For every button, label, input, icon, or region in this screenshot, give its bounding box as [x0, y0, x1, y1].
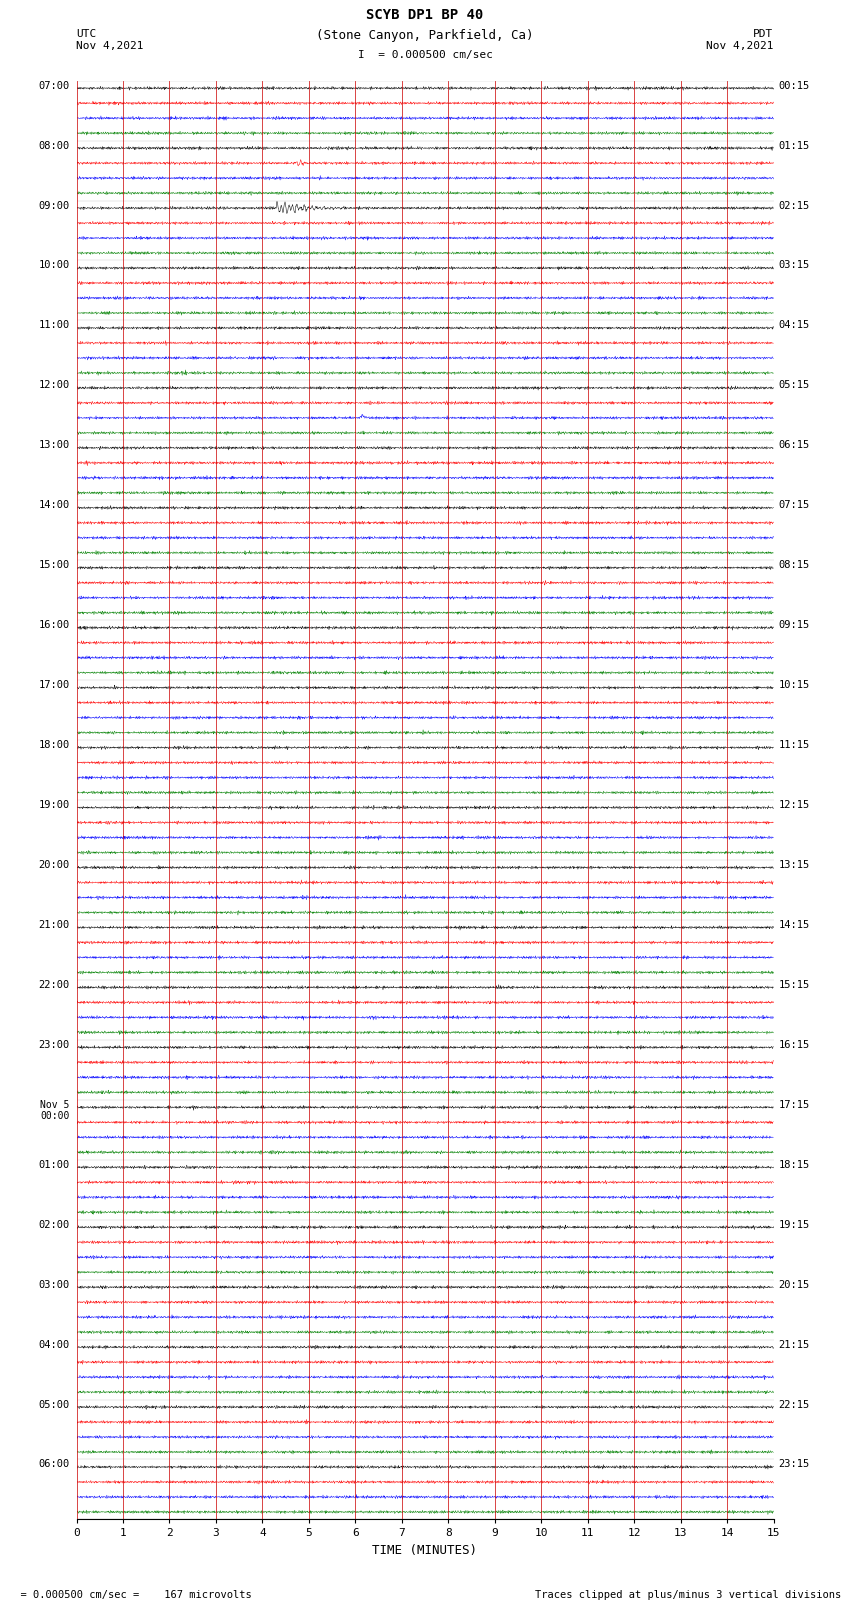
Text: = 0.000500 cm/sec =    167 microvolts: = 0.000500 cm/sec = 167 microvolts [8, 1590, 252, 1600]
Text: 19:15: 19:15 [779, 1219, 810, 1229]
Text: 13:00: 13:00 [38, 440, 70, 450]
Text: 11:00: 11:00 [38, 321, 70, 331]
Text: 10:15: 10:15 [779, 681, 810, 690]
Text: 06:15: 06:15 [779, 440, 810, 450]
Text: 18:00: 18:00 [38, 740, 70, 750]
Text: PDT
Nov 4,2021: PDT Nov 4,2021 [706, 29, 774, 50]
Text: UTC
Nov 4,2021: UTC Nov 4,2021 [76, 29, 144, 50]
Text: 04:15: 04:15 [779, 321, 810, 331]
Text: 05:15: 05:15 [779, 381, 810, 390]
Text: 12:15: 12:15 [779, 800, 810, 810]
Text: 16:00: 16:00 [38, 621, 70, 631]
Text: 20:15: 20:15 [779, 1279, 810, 1290]
Text: 08:00: 08:00 [38, 140, 70, 150]
Text: 18:15: 18:15 [779, 1160, 810, 1169]
Text: 17:00: 17:00 [38, 681, 70, 690]
Text: 01:15: 01:15 [779, 140, 810, 150]
Text: 11:15: 11:15 [779, 740, 810, 750]
Text: 14:00: 14:00 [38, 500, 70, 510]
Text: 12:00: 12:00 [38, 381, 70, 390]
Text: 05:00: 05:00 [38, 1400, 70, 1410]
Text: 10:00: 10:00 [38, 260, 70, 271]
Text: 07:15: 07:15 [779, 500, 810, 510]
Text: 02:15: 02:15 [779, 200, 810, 211]
Text: 19:00: 19:00 [38, 800, 70, 810]
Text: (Stone Canyon, Parkfield, Ca): (Stone Canyon, Parkfield, Ca) [316, 29, 534, 42]
Text: 21:00: 21:00 [38, 919, 70, 931]
Text: 04:00: 04:00 [38, 1339, 70, 1350]
Text: 17:15: 17:15 [779, 1100, 810, 1110]
Text: 20:00: 20:00 [38, 860, 70, 869]
Text: 08:15: 08:15 [779, 560, 810, 571]
Text: 13:15: 13:15 [779, 860, 810, 869]
Text: 00:15: 00:15 [779, 81, 810, 90]
Text: 07:00: 07:00 [38, 81, 70, 90]
Text: 22:15: 22:15 [779, 1400, 810, 1410]
Text: 15:00: 15:00 [38, 560, 70, 571]
Text: 22:00: 22:00 [38, 981, 70, 990]
Text: 09:15: 09:15 [779, 621, 810, 631]
Text: 23:15: 23:15 [779, 1460, 810, 1469]
Text: SCYB DP1 BP 40: SCYB DP1 BP 40 [366, 8, 484, 23]
Text: 06:00: 06:00 [38, 1460, 70, 1469]
Text: 21:15: 21:15 [779, 1339, 810, 1350]
Text: 23:00: 23:00 [38, 1040, 70, 1050]
Text: 03:00: 03:00 [38, 1279, 70, 1290]
Text: 01:00: 01:00 [38, 1160, 70, 1169]
X-axis label: TIME (MINUTES): TIME (MINUTES) [372, 1544, 478, 1557]
Text: 02:00: 02:00 [38, 1219, 70, 1229]
Text: Traces clipped at plus/minus 3 vertical divisions: Traces clipped at plus/minus 3 vertical … [536, 1590, 842, 1600]
Text: 16:15: 16:15 [779, 1040, 810, 1050]
Text: 09:00: 09:00 [38, 200, 70, 211]
Text: I  = 0.000500 cm/sec: I = 0.000500 cm/sec [358, 50, 492, 60]
Text: 14:15: 14:15 [779, 919, 810, 931]
Text: 03:15: 03:15 [779, 260, 810, 271]
Text: 15:15: 15:15 [779, 981, 810, 990]
Text: Nov 5
00:00: Nov 5 00:00 [40, 1100, 70, 1121]
